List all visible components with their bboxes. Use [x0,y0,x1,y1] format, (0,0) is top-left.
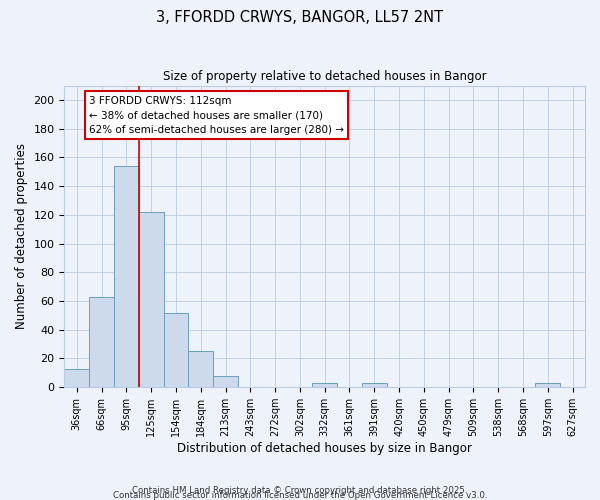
Bar [535,383,560,387]
Bar [313,383,337,387]
Bar [213,376,238,387]
Bar [114,166,139,387]
Bar [188,352,213,387]
Bar [164,312,188,387]
X-axis label: Distribution of detached houses by size in Bangor: Distribution of detached houses by size … [177,442,472,455]
Text: 3 FFORDD CRWYS: 112sqm
← 38% of detached houses are smaller (170)
62% of semi-de: 3 FFORDD CRWYS: 112sqm ← 38% of detached… [89,96,344,135]
Text: Contains public sector information licensed under the Open Government Licence v3: Contains public sector information licen… [113,490,487,500]
Bar [64,368,89,387]
Bar [139,212,164,387]
Bar [362,383,386,387]
Y-axis label: Number of detached properties: Number of detached properties [15,144,28,330]
Bar [89,296,114,387]
Text: Contains HM Land Registry data © Crown copyright and database right 2025.: Contains HM Land Registry data © Crown c… [132,486,468,495]
Title: Size of property relative to detached houses in Bangor: Size of property relative to detached ho… [163,70,487,83]
Text: 3, FFORDD CRWYS, BANGOR, LL57 2NT: 3, FFORDD CRWYS, BANGOR, LL57 2NT [157,10,443,25]
